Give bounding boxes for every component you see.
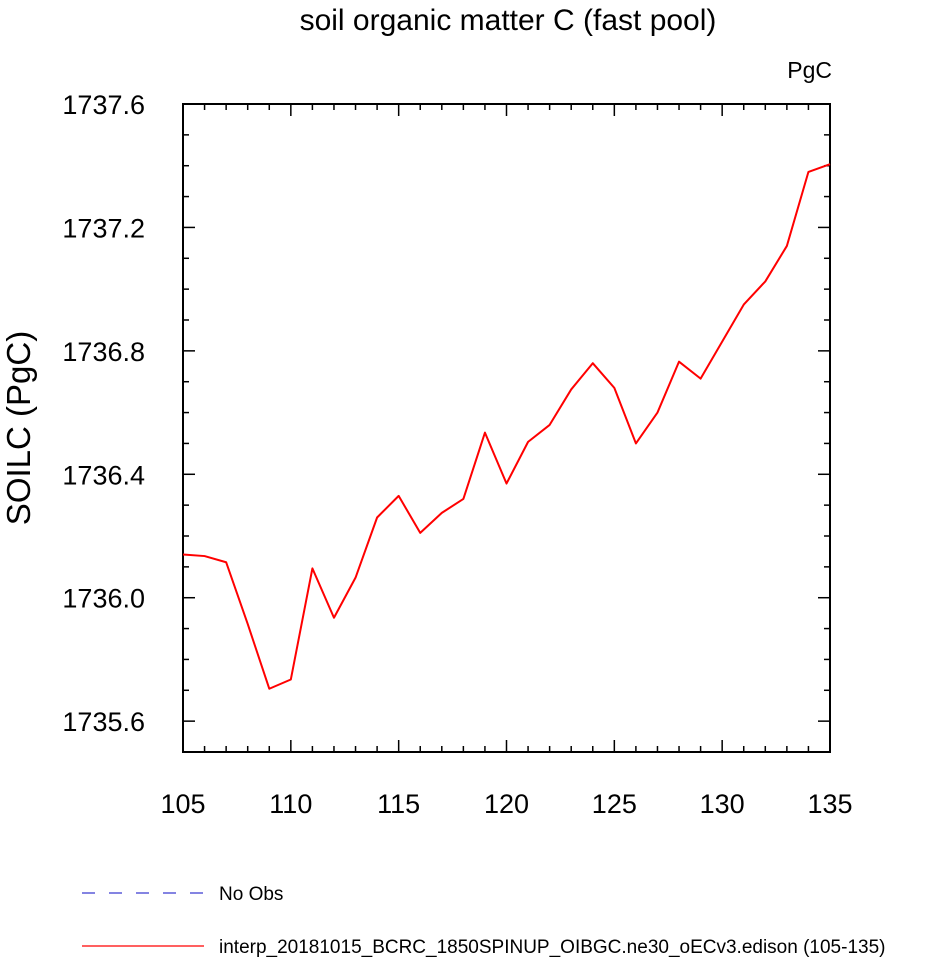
y-tick-label: 1737.2 [62, 213, 145, 243]
legend-label-model: interp_20181015_BCRC_1850SPINUP_OIBGC.ne… [219, 937, 885, 957]
y-tick-label: 1736.8 [62, 337, 145, 367]
chart-title: soil organic matter C (fast pool) [300, 4, 717, 37]
legend-label-no-obs: No Obs [219, 884, 283, 905]
x-tick-label: 125 [592, 789, 637, 819]
x-tick-label: 135 [807, 789, 852, 819]
plot-frame [182, 103, 831, 753]
y-tick-label: 1735.6 [62, 707, 145, 737]
x-tick-label: 115 [377, 789, 420, 819]
legend: No Obs interp_20181015_BCRC_1850SPINUP_O… [82, 884, 885, 957]
x-tick-label: 105 [160, 789, 205, 819]
units-label: PgC [787, 57, 832, 83]
x-tick-label: 110 [269, 789, 312, 819]
x-tick-labels: 105 110 115 120 125 130 135 [160, 789, 852, 819]
axis-ticks [182, 103, 831, 753]
y-tick-labels: 1735.6 1736.0 1736.4 1736.8 1737.2 1737.6 [62, 90, 145, 737]
x-tick-label: 130 [700, 789, 745, 819]
x-tick-label: 120 [484, 789, 529, 819]
series-group [182, 163, 831, 690]
y-tick-label: 1736.0 [62, 584, 145, 614]
series-line [182, 163, 831, 690]
y-axis-label: SOILC (PgC) [0, 331, 37, 525]
y-tick-label: 1736.4 [62, 460, 145, 490]
y-tick-label: 1737.6 [62, 90, 145, 120]
